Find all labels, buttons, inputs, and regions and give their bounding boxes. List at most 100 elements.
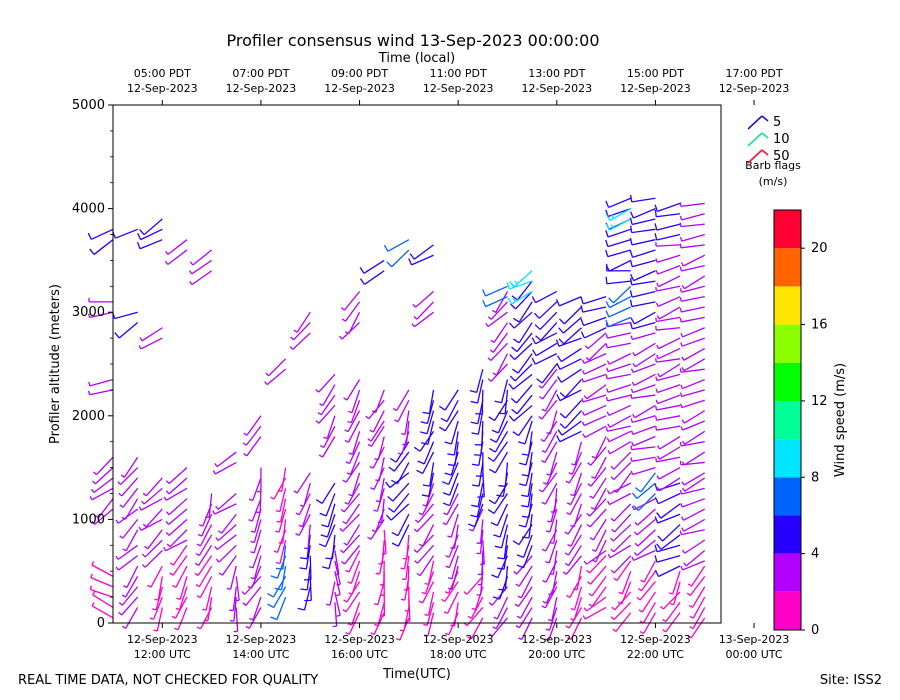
barb-flag xyxy=(558,327,564,334)
barb-half-flag xyxy=(681,419,685,424)
barb-staff xyxy=(658,347,681,360)
wind-barb xyxy=(334,591,341,617)
barb-half-flag xyxy=(581,359,585,364)
barb-staff xyxy=(406,534,410,559)
barb-half-flag xyxy=(515,583,520,587)
barb-half-flag xyxy=(565,480,570,484)
barb-half-flag xyxy=(547,520,552,523)
wind-barb xyxy=(491,410,509,434)
wind-barb xyxy=(655,456,681,463)
barb-half-flag xyxy=(414,519,419,523)
barb-flag xyxy=(605,214,611,221)
barb-half-flag xyxy=(605,374,608,379)
wind-barb xyxy=(681,430,706,445)
wind-barb xyxy=(630,456,656,462)
barb-flag xyxy=(657,535,664,542)
barb-staff xyxy=(641,591,656,613)
barb-half-flag xyxy=(142,492,147,497)
data-quality-notice: REAL TIME DATA, NOT CHECKED FOR QUALITY xyxy=(18,673,319,688)
barb-staff xyxy=(94,467,114,485)
wind-barb xyxy=(541,389,558,412)
wind-barb xyxy=(605,197,632,209)
barb-flag xyxy=(297,607,305,611)
barb-half-flag xyxy=(196,595,201,599)
barb-flag xyxy=(391,479,398,485)
barb-half-flag xyxy=(341,561,345,565)
wind-barb xyxy=(521,514,533,539)
wind-barb xyxy=(662,612,681,633)
barb-staff xyxy=(680,368,705,373)
barb-staff xyxy=(681,264,705,272)
barb-flag xyxy=(518,441,526,445)
wind-barb xyxy=(347,400,361,424)
wind-barb xyxy=(610,534,632,553)
barb-flag xyxy=(300,588,308,591)
barb-half-flag xyxy=(298,524,303,528)
barb-staff xyxy=(673,581,681,605)
barb-flag xyxy=(386,261,393,268)
wind-barb xyxy=(89,585,114,598)
barb-staff xyxy=(548,617,558,641)
barb-staff xyxy=(613,451,632,470)
barb-half-flag xyxy=(681,440,686,445)
barb-half-flag xyxy=(250,551,255,554)
wind-barb xyxy=(680,378,705,390)
barb-half-flag xyxy=(630,418,633,423)
wind-barb xyxy=(141,539,163,558)
wind-barb xyxy=(482,296,508,308)
wind-barb xyxy=(605,332,631,339)
wind-barb xyxy=(654,492,681,505)
barb-staff xyxy=(539,311,558,330)
barb-half-flag xyxy=(566,502,572,506)
barb-staff xyxy=(466,575,484,595)
barb-half-flag xyxy=(373,603,379,606)
wind-barb xyxy=(440,399,459,423)
barb-flag xyxy=(629,290,633,298)
barb-flag xyxy=(580,331,585,339)
barb-staff xyxy=(690,617,706,639)
barb-half-flag xyxy=(203,619,208,622)
barb-half-flag xyxy=(189,261,194,266)
barb-staff xyxy=(595,529,607,552)
wind-barb xyxy=(681,539,706,554)
barb-half-flag xyxy=(610,224,614,229)
barb-flag xyxy=(391,542,399,547)
barb-staff xyxy=(659,435,681,450)
wind-barb xyxy=(141,487,163,505)
barb-staff xyxy=(476,379,484,404)
barb-staff xyxy=(681,498,705,508)
barb-half-flag xyxy=(607,449,611,455)
barb-half-flag xyxy=(397,452,403,455)
wind-barb xyxy=(304,576,312,602)
wind-barb xyxy=(89,487,114,501)
wind-barb xyxy=(634,472,656,493)
barb-staff xyxy=(583,404,607,416)
barb-half-flag xyxy=(613,489,618,493)
barb-staff xyxy=(449,472,459,496)
barb-staff xyxy=(559,430,582,443)
barb-half-flag xyxy=(491,309,497,313)
wind-barb xyxy=(679,306,705,313)
barb-staff xyxy=(642,601,656,624)
barb-staff xyxy=(633,435,656,447)
barb-half-flag xyxy=(345,632,350,635)
wind-barb xyxy=(90,573,114,588)
wind-barb xyxy=(144,529,163,550)
barb-half-flag xyxy=(637,587,642,592)
wind-barb xyxy=(491,291,509,313)
barb-staff xyxy=(589,498,607,517)
wind-barb xyxy=(681,518,706,532)
barb-flag xyxy=(491,574,499,579)
wind-barb xyxy=(174,607,188,631)
wind-barb xyxy=(163,487,188,501)
wind-barb xyxy=(545,607,558,631)
barb-staff xyxy=(94,508,114,525)
barb-flag xyxy=(444,472,452,476)
barb-staff xyxy=(279,488,287,512)
barb-flag xyxy=(508,383,514,390)
wind-barb xyxy=(413,513,434,533)
site-label: Site: ISS2 xyxy=(819,673,882,688)
barb-half-flag xyxy=(538,385,543,389)
wind-barb xyxy=(196,524,213,547)
barb-staff xyxy=(656,285,681,292)
